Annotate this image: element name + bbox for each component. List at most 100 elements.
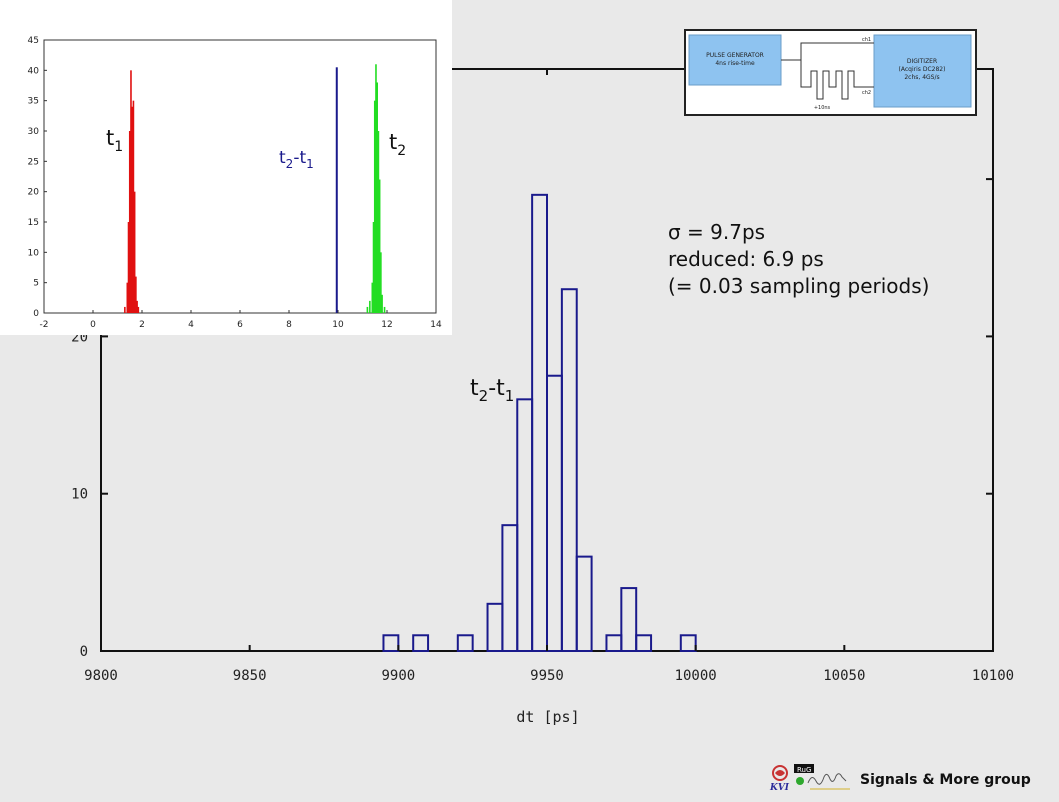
pulse-generator-label: PULSE GENERATOR	[706, 52, 764, 59]
inset-y-tick-label: 30	[28, 127, 40, 137]
inset-bin	[128, 131, 131, 313]
rug-logo: RuG	[794, 764, 814, 785]
inset-bin	[373, 100, 376, 314]
inset-x-tick-label: 12	[381, 320, 392, 330]
footer-group-name: Signals & More group	[860, 772, 1031, 788]
pulse-generator-sub: 4ns rise-time	[715, 60, 755, 67]
inset-y-tick-label: 10	[28, 248, 40, 258]
inset-bin	[381, 294, 383, 313]
x-tick-label: 10050	[823, 668, 865, 684]
inset-x-ticks: -2 0 2 4 6 8 10 12 14	[40, 310, 442, 330]
inset-bin	[136, 300, 138, 313]
histogram-bin	[546, 374, 563, 652]
inset-bin	[380, 252, 382, 313]
inset-x-tick-label: 0	[90, 320, 96, 330]
inset-bin	[371, 282, 374, 313]
footer-credit: KVI RuG Signals & More group	[768, 763, 1058, 793]
histogram-bin	[486, 602, 504, 652]
inset-x-tick-label: 2	[139, 320, 145, 330]
inset-y-tick-label: 40	[28, 66, 40, 76]
inset-x-tick-label: 8	[286, 320, 292, 330]
schematic-drawing: PULSE GENERATOR 4ns rise-time DIGITIZER …	[688, 34, 972, 111]
x-tick-label: 9950	[530, 668, 564, 684]
inset-bin	[124, 306, 126, 313]
kvi-logo: KVI	[769, 765, 790, 793]
inset-diff-label: t2-t1	[279, 148, 314, 171]
inset-y-tick-label: 35	[28, 97, 39, 107]
svg-text:KVI: KVI	[769, 783, 790, 793]
inset-bin	[335, 67, 338, 313]
inset-bin	[130, 70, 132, 313]
inset-histogram-bars	[124, 64, 386, 314]
inset-bin	[369, 300, 371, 313]
inset-bin	[131, 106, 133, 313]
histogram-bin	[412, 634, 430, 652]
reduced-value: reduced: 6.9 ps	[668, 247, 824, 271]
histogram-bin	[635, 634, 653, 652]
script-logo	[807, 773, 850, 790]
main-x-axis-label: dt [ps]	[516, 708, 579, 726]
inset-x-tick-label: -2	[40, 320, 49, 330]
inset-bin	[135, 276, 137, 313]
digitizer-label: DIGITIZER	[907, 58, 937, 65]
inset-bin	[366, 306, 369, 313]
y-tick-label: 0	[80, 644, 88, 660]
x-tick-label: 10000	[675, 668, 717, 684]
inset-x-tick-label: 4	[188, 320, 194, 330]
inset-bin	[377, 131, 380, 313]
histogram-bin	[620, 587, 638, 652]
inset-t2-label: t2	[389, 130, 406, 159]
signal-wires	[781, 42, 874, 100]
histogram-bin	[531, 193, 549, 653]
main-histogram-bars	[382, 193, 697, 653]
inset-x-tick-label: 14	[430, 320, 442, 330]
setup-schematic: PULSE GENERATOR 4ns rise-time DIGITIZER …	[684, 29, 977, 116]
x-tick-label: 9900	[381, 668, 415, 684]
histogram-bin	[456, 634, 474, 652]
inset-bin	[372, 222, 375, 313]
x-tick-label: 9850	[233, 668, 267, 684]
inset-bin	[376, 82, 378, 313]
inset-bin	[132, 100, 135, 314]
y-tick-label: 10	[71, 487, 88, 503]
histogram-bin	[575, 555, 593, 653]
statistics-text: σ = 9.7ps reduced: 6.9 ps (= 0.03 sampli…	[668, 219, 929, 300]
inset-bin	[383, 306, 386, 313]
delay-label: +10ns	[814, 105, 831, 111]
histogram-bin	[605, 634, 623, 652]
pulse-generator-box	[688, 34, 782, 86]
ch2-label: ch2	[862, 90, 871, 96]
main-diff-annotation: t2-t1	[470, 376, 514, 405]
digitizer-box	[873, 34, 972, 108]
inset-bin	[133, 191, 136, 313]
inset-bin	[378, 179, 381, 313]
histogram-bin	[560, 288, 578, 652]
inset-y-ticks: 0 5 10 15 20 25 30 35 40 45	[28, 36, 47, 319]
x-tick-label: 9800	[84, 668, 118, 684]
inset-histogram-panel: -2 0 2 4 6 8 10 12 14 0 5 10 15 20 25 30 35 40 45 t1 t2 t…	[0, 0, 452, 335]
digitizer-model: (Acqiris DC282)	[899, 66, 946, 73]
inset-x-tick-label: 10	[332, 320, 344, 330]
sigma-value: σ = 9.7ps	[668, 220, 766, 244]
inset-t1-label: t1	[106, 126, 123, 155]
inset-bin	[137, 306, 140, 313]
inset-y-tick-label: 20	[28, 188, 40, 198]
sampling-periods-value: (= 0.03 sampling periods)	[668, 274, 930, 298]
main-x-ticks: 9800 9850 9900 9950 10000 10050 10100	[84, 69, 1014, 684]
inset-y-tick-label: 5	[33, 279, 39, 289]
inset-y-tick-label: 0	[33, 309, 39, 319]
inset-y-tick-label: 15	[28, 218, 39, 228]
svg-text:RuG: RuG	[797, 766, 811, 774]
histogram-bin	[382, 634, 400, 652]
inset-bin	[126, 282, 129, 313]
histogram-bin	[501, 524, 519, 653]
inset-x-tick-label: 6	[237, 320, 243, 330]
group-logos: KVI RuG	[769, 764, 850, 793]
inset-bin	[375, 64, 377, 314]
ch1-label: ch1	[862, 37, 871, 43]
x-tick-label: 10100	[972, 668, 1014, 684]
inset-y-tick-label: 25	[28, 157, 39, 167]
histogram-bin	[516, 398, 534, 652]
